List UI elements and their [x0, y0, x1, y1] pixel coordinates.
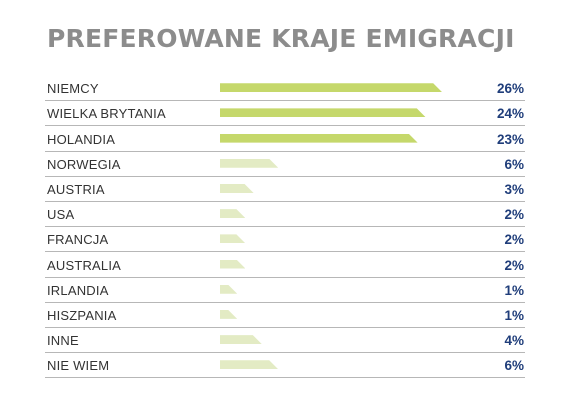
bar [220, 259, 246, 269]
value-label: 23% [496, 131, 524, 147]
bar-row: NIE WIEM 6% [45, 353, 525, 379]
bar-row: HISZPANIA 1% [45, 303, 525, 328]
bar-row: INNE 4% [45, 328, 525, 354]
bar [220, 83, 443, 93]
category-label: INNE [47, 333, 79, 349]
category-label: HOLANDIA [47, 131, 116, 147]
value-label: 2% [504, 232, 524, 248]
bar-row: NIEMCY 26% [45, 76, 525, 102]
category-label: HISZPANIA [47, 307, 117, 323]
bar-row: NORWEGIA 6% [45, 152, 525, 177]
value-label: 24% [496, 106, 524, 122]
value-label: 6% [504, 358, 524, 374]
category-label: WIELKA BRYTANIA [47, 106, 166, 122]
bar-row: AUSTRIA 3% [45, 177, 525, 202]
bar-row: WIELKA BRYTANIA 24% [45, 101, 525, 127]
bar [220, 360, 279, 370]
category-label: USA [47, 207, 75, 223]
bar-row: AUSTRALIA 2% [45, 252, 525, 278]
bar [220, 234, 246, 244]
chart-title: PREFEROWANE KRAJE EMIGRACJI [47, 24, 515, 53]
bar-row: IRLANDIA 1% [45, 278, 525, 303]
bar-rows: NIEMCY 26% WIELKA BRYTANIA 24% HOLANDIA 23% NO… [45, 76, 525, 379]
bar-row: FRANCJA 2% [45, 227, 525, 253]
value-label: 26% [496, 81, 524, 97]
bar [220, 108, 426, 118]
category-label: NORWEGIA [47, 156, 121, 172]
value-label: 2% [504, 207, 524, 223]
category-label: AUSTRIA [47, 181, 105, 197]
bar-row: USA 2% [45, 202, 525, 228]
bar [220, 133, 418, 143]
bar-row: HOLANDIA 23% [45, 126, 525, 152]
category-label: NIE WIEM [47, 358, 110, 374]
category-label: FRANCJA [47, 232, 109, 248]
value-label: 2% [504, 257, 524, 273]
value-label: 1% [504, 307, 524, 323]
value-label: 3% [504, 181, 524, 197]
value-label: 6% [504, 156, 524, 172]
bar [220, 335, 262, 345]
category-label: NIEMCY [47, 81, 99, 97]
bar [220, 209, 246, 219]
value-label: 4% [504, 333, 524, 349]
bar [220, 158, 279, 168]
value-label: 1% [504, 282, 524, 298]
bar [220, 309, 238, 319]
bar [220, 183, 254, 193]
category-label: IRLANDIA [47, 282, 109, 298]
category-label: AUSTRALIA [47, 257, 122, 273]
bar [220, 284, 238, 294]
